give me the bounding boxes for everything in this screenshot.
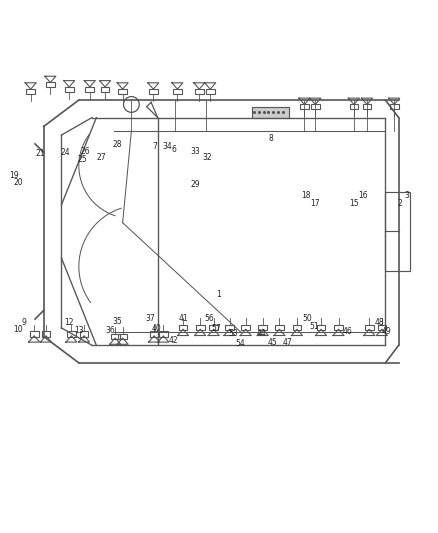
Bar bbox=[195, 88, 204, 94]
Bar bbox=[363, 104, 371, 109]
Bar bbox=[258, 325, 267, 330]
Text: 18: 18 bbox=[301, 191, 311, 199]
Bar bbox=[26, 88, 35, 94]
Text: 9: 9 bbox=[21, 318, 27, 327]
Bar bbox=[378, 325, 386, 330]
Bar bbox=[118, 88, 127, 94]
Text: 20: 20 bbox=[14, 178, 23, 187]
Bar bbox=[67, 332, 76, 336]
Text: 10: 10 bbox=[14, 325, 23, 334]
Text: 41: 41 bbox=[178, 314, 188, 322]
Bar bbox=[241, 325, 250, 330]
Text: 46: 46 bbox=[343, 327, 352, 336]
Text: 56: 56 bbox=[204, 314, 214, 322]
Text: 15: 15 bbox=[349, 199, 359, 208]
Bar bbox=[118, 334, 127, 339]
Bar bbox=[252, 107, 289, 118]
Text: 50: 50 bbox=[303, 314, 312, 322]
Bar bbox=[80, 332, 88, 336]
Text: 1: 1 bbox=[216, 290, 220, 300]
Text: 26: 26 bbox=[81, 147, 90, 156]
Bar bbox=[179, 325, 187, 330]
Text: 13: 13 bbox=[74, 326, 84, 335]
Text: 29: 29 bbox=[190, 180, 200, 189]
Text: 54: 54 bbox=[235, 338, 245, 348]
Bar bbox=[85, 86, 94, 92]
Bar bbox=[173, 88, 182, 94]
Text: 16: 16 bbox=[358, 191, 367, 199]
Text: 2: 2 bbox=[397, 199, 402, 208]
Text: 12: 12 bbox=[64, 318, 74, 327]
Bar bbox=[101, 86, 110, 92]
Bar bbox=[311, 104, 320, 109]
Text: 6: 6 bbox=[171, 144, 177, 154]
Bar bbox=[334, 325, 343, 330]
Text: 47: 47 bbox=[283, 338, 293, 347]
Text: 7: 7 bbox=[152, 142, 157, 151]
Text: 27: 27 bbox=[97, 154, 106, 163]
Bar bbox=[293, 325, 301, 330]
Text: 44: 44 bbox=[257, 329, 266, 338]
Bar bbox=[149, 88, 158, 94]
Text: 57: 57 bbox=[211, 324, 221, 333]
Text: 49: 49 bbox=[381, 327, 391, 336]
Text: 3: 3 bbox=[405, 191, 410, 199]
Bar bbox=[65, 86, 74, 92]
Bar bbox=[46, 82, 55, 87]
Text: 37: 37 bbox=[145, 314, 155, 322]
Text: 17: 17 bbox=[311, 199, 320, 208]
Bar bbox=[350, 104, 358, 109]
Text: 24: 24 bbox=[60, 148, 70, 157]
Text: 33: 33 bbox=[190, 147, 200, 156]
Text: 53: 53 bbox=[229, 329, 238, 338]
Bar bbox=[159, 332, 168, 336]
Text: 21: 21 bbox=[35, 149, 45, 158]
Bar bbox=[365, 325, 374, 330]
Bar bbox=[42, 332, 50, 336]
Bar bbox=[390, 104, 399, 109]
Text: 40: 40 bbox=[152, 324, 161, 333]
Bar bbox=[275, 325, 284, 330]
Text: 25: 25 bbox=[78, 155, 87, 164]
Bar bbox=[385, 192, 410, 271]
Bar bbox=[317, 325, 325, 330]
Text: 51: 51 bbox=[310, 322, 319, 332]
Bar bbox=[300, 104, 309, 109]
Bar bbox=[30, 332, 39, 336]
Text: 35: 35 bbox=[113, 317, 122, 326]
Text: 34: 34 bbox=[163, 142, 173, 150]
Text: 36: 36 bbox=[106, 326, 115, 335]
Bar bbox=[196, 325, 205, 330]
Text: 32: 32 bbox=[202, 154, 212, 163]
Text: 42: 42 bbox=[168, 336, 178, 345]
Bar bbox=[111, 334, 120, 339]
Bar bbox=[225, 325, 234, 330]
Bar bbox=[150, 332, 159, 336]
Text: 48: 48 bbox=[375, 318, 385, 327]
Bar bbox=[206, 88, 215, 94]
Text: 19: 19 bbox=[9, 171, 19, 180]
Text: 45: 45 bbox=[268, 338, 278, 347]
Text: 28: 28 bbox=[113, 140, 122, 149]
Bar bbox=[209, 325, 218, 330]
Text: 8: 8 bbox=[268, 134, 273, 143]
